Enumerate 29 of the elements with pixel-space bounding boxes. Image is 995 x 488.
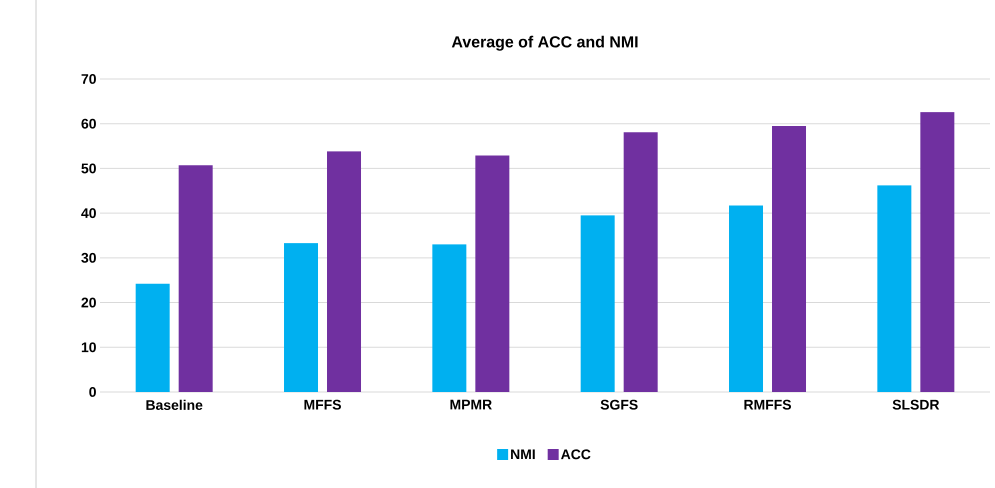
x-tick-label: RMFFS: [744, 400, 791, 410]
legend-label: ACC: [561, 449, 591, 460]
bar: [475, 155, 510, 392]
y-tick-label: 40: [81, 208, 96, 218]
legend-label: NMI: [511, 449, 535, 460]
bar: [624, 132, 658, 392]
y-tick-label: 0: [89, 387, 96, 397]
bar: [178, 165, 213, 392]
x-tick-label: MPMR: [450, 400, 492, 410]
bar: [877, 185, 912, 392]
bar: [772, 126, 806, 392]
y-tick-label: 50: [81, 163, 96, 174]
x-tick-label: SGFS: [600, 400, 638, 410]
x-tick-label: MFFS: [304, 400, 341, 410]
chart-title: Average of ACC and NMI: [452, 36, 638, 51]
bar: [580, 215, 615, 392]
bar: [920, 112, 954, 392]
x-tick-label: SLSDR: [892, 400, 940, 410]
y-tick-label: 20: [81, 298, 96, 308]
bar: [284, 243, 318, 392]
bar: [729, 206, 764, 392]
y-tick-label: 30: [81, 252, 96, 263]
bar: [432, 244, 466, 392]
x-tick-label: Baseline: [146, 400, 202, 410]
y-tick-label: 70: [82, 74, 96, 84]
y-tick-label: 10: [82, 342, 96, 352]
y-tick-label: 60: [81, 118, 96, 129]
bar: [136, 284, 170, 392]
bar: [327, 151, 362, 392]
